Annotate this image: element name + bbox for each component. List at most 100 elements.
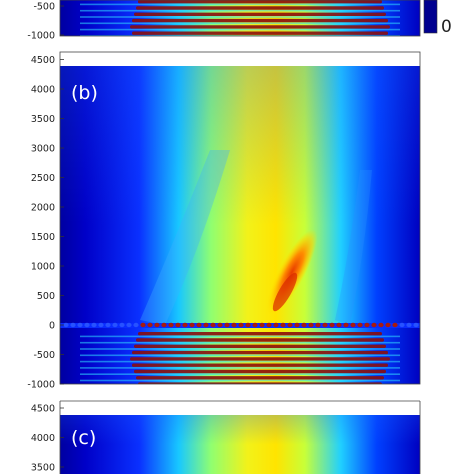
panel-a-frame: [59, 0, 421, 37]
panel-a-band: [134, 12, 386, 16]
panel-b-interface-bead: [161, 322, 167, 328]
panel-b-interface-bead: [224, 322, 230, 328]
panel-a-band-edge: [80, 28, 400, 31]
panel-c-ticks: 4500 4000 3500: [31, 404, 64, 474]
panel-b-band: [134, 344, 386, 348]
panel-b-band: [138, 332, 382, 336]
colorbar-frame: [423, 0, 438, 34]
panel-b-band-edge: [80, 367, 400, 369]
panel-b-interface-bead: [343, 322, 349, 328]
panel-c-top-margin: [60, 401, 420, 415]
panel-b-interface-bead: [175, 322, 181, 328]
panel-c-y-tick-label: 4000: [31, 433, 55, 444]
panel-b-interface-bead: [84, 322, 90, 328]
panel-b-interface-bead: [322, 322, 328, 328]
panel-a-band: [136, 6, 384, 10]
panel-b-interface-bead: [238, 322, 244, 328]
panel-b-interface-bead: [364, 322, 370, 328]
panel-b-y-tick-label: 3000: [31, 144, 55, 155]
panel-b-interface-bead: [105, 322, 111, 328]
panel-b-interface-bead: [357, 322, 363, 328]
panel-b-interface-bead: [91, 322, 97, 328]
panel-b-interface-bead: [168, 322, 174, 328]
panel-b-ticks: 4500 4000 3500 3000 2500 2000 1500 1000 500 0 -500…: [27, 55, 64, 391]
panel-b-band-edge: [80, 373, 400, 375]
panel-b-interface-bead: [63, 322, 69, 328]
panel-b-y-tick-label: 0: [49, 321, 55, 332]
panel-b-interface-bead: [336, 322, 342, 328]
panel-b-band: [132, 363, 388, 367]
panel-c: (c) 4500 4000 3500: [31, 400, 421, 474]
panel-b-interface-bead: [413, 322, 419, 328]
panel-a-band: [132, 18, 388, 23]
panel-a-ticks: -500 -1000: [27, 2, 64, 42]
panel-b-interface-bead: [140, 322, 146, 328]
panel-b-interface-bead: [315, 322, 321, 328]
panel-a-bands: [80, 0, 400, 36]
panel-b-interface-bead: [147, 322, 153, 328]
panel-b-y-tick-label: 500: [37, 291, 55, 302]
colorbar-bar: [424, 0, 437, 33]
panel-b-left-wing: [140, 150, 230, 325]
panel-b-band: [136, 338, 384, 342]
panel-a-band-edge: [80, 22, 400, 25]
panel-c-top-shading: [60, 415, 420, 474]
panel-b-bands: [80, 332, 400, 388]
panel-b-frame: [59, 51, 421, 385]
panel-b-interface-bead: [266, 322, 272, 328]
panel-b-interface-bead: [77, 322, 83, 328]
panel-b-band: [130, 357, 390, 361]
panel-b-band-edge: [80, 379, 400, 382]
panel-b-interface-bead: [119, 322, 125, 328]
panel-b-interface-bead: [399, 322, 405, 328]
panel-a-band-edge: [80, 35, 400, 36]
panel-c-y-tick-label: 4500: [31, 404, 55, 415]
panel-b-interface-bead: [126, 322, 132, 328]
panel-b-band-edge: [80, 360, 400, 363]
panel-b-plume-core: [272, 272, 298, 312]
panel-b-interface-bead: [301, 322, 307, 328]
panel-b-y-tick-label: 1500: [31, 232, 55, 243]
panel-b-right-wing: [335, 170, 372, 325]
panel-b-interface-bead: [196, 322, 202, 328]
panel-b-y-tick-label: 3500: [31, 114, 55, 125]
panel-b-band: [134, 369, 386, 374]
panel-b-interface-bead: [154, 322, 160, 328]
panel-b-y-tick-label: 2000: [31, 203, 55, 214]
panel-b-interface-bead: [273, 322, 279, 328]
panel-b-y-tick-label: -500: [33, 350, 55, 361]
panel-b-band-edge: [80, 386, 400, 388]
panel-b-interface-bead: [98, 322, 104, 328]
panel-a-band-edge: [80, 16, 400, 18]
panel-b-interface-bead: [287, 322, 293, 328]
panel-a-y-tick-label: -1000: [27, 31, 55, 42]
panel-b-interface-bead: [245, 322, 251, 328]
panel-a-band: [132, 31, 388, 35]
panel-b-interface-bead: [210, 322, 216, 328]
panel-b-interface-beads: [63, 322, 419, 328]
panel-a-background: [60, 0, 420, 36]
panel-b-interface-bead: [406, 322, 412, 328]
panel-b: (b) 4500 4000 3500 3000 2500 2000 1500 1000 500 0…: [27, 51, 421, 391]
panel-b-interface-bead: [294, 322, 300, 328]
panel-b-band: [132, 350, 388, 355]
panel-b-y-tick-label: 4000: [31, 85, 55, 96]
panel-b-y-tick-label: 4500: [31, 55, 55, 66]
panel-b-interface-bead: [133, 322, 139, 328]
panel-b-interface-bead: [378, 322, 384, 328]
panel-c-label: (c): [71, 427, 96, 449]
panel-b-y-tick-label: 2500: [31, 173, 55, 184]
panel-b-interface-bead: [350, 322, 356, 328]
panel-b-band-edge: [80, 335, 400, 338]
panel-b-interface-bead: [217, 322, 223, 328]
panel-b-interface-bead: [329, 322, 335, 328]
panel-b-band-edge: [80, 341, 400, 344]
panel-b-interface-bead: [182, 322, 188, 328]
panel-b-top-shading: [60, 66, 420, 384]
panel-a-y-tick-label: -500: [33, 2, 55, 13]
panel-b-interface-bead: [371, 322, 377, 328]
panel-b-interface-bead: [252, 322, 258, 328]
panel-a-band: [138, 0, 382, 4]
panel-a-band-edge: [80, 3, 400, 6]
panel-b-band-edge: [80, 348, 400, 350]
